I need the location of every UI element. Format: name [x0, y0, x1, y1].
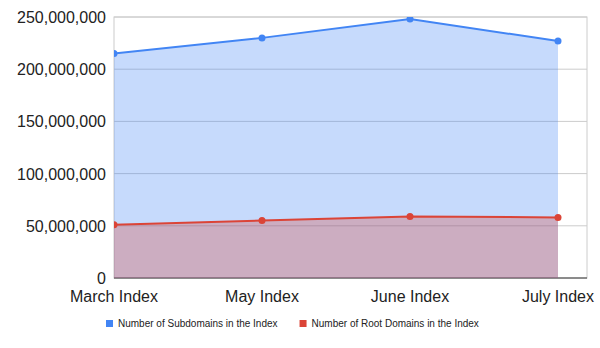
series-point — [114, 50, 118, 57]
series-point — [407, 213, 414, 220]
series-point — [555, 214, 562, 221]
y-tick-label: 0 — [97, 270, 106, 287]
series-line — [114, 19, 558, 53]
chart-container: 0 50,000,000 100,000,000 150,000,000 200,000… — [0, 0, 600, 348]
series-area — [114, 216, 558, 278]
plot-area — [114, 17, 562, 278]
grid-line — [114, 17, 587, 18]
series-point — [555, 38, 562, 45]
chart-svg: 0 50,000,000 100,000,000 150,000,000 200,000… — [0, 0, 600, 348]
series-line — [114, 216, 558, 224]
y-tick-label: 50,000,000 — [26, 218, 106, 235]
y-tick-label: 150,000,000 — [17, 113, 106, 130]
series-area — [114, 19, 558, 278]
plot-frame — [114, 17, 587, 278]
legend-swatch — [300, 320, 307, 327]
legend-label: Number of Root Domains in the Index — [312, 318, 479, 329]
legend-swatch — [106, 320, 113, 327]
legend-label: Number of Subdomains in the Index — [118, 318, 278, 329]
series-point — [259, 34, 266, 41]
x-tick-label: July Index — [522, 288, 594, 305]
series-point — [114, 221, 118, 228]
y-tick-label: 100,000,000 — [17, 166, 106, 183]
x-tick-label: June Index — [371, 288, 449, 305]
x-tick-label: March Index — [70, 288, 158, 305]
y-tick-label: 250,000,000 — [17, 9, 106, 26]
series-point — [407, 17, 414, 23]
legend: Number of Subdomains in the Index Number … — [106, 318, 479, 329]
series-point — [259, 217, 266, 224]
x-tick-label: May Index — [225, 288, 299, 305]
y-tick-label: 200,000,000 — [17, 61, 106, 78]
